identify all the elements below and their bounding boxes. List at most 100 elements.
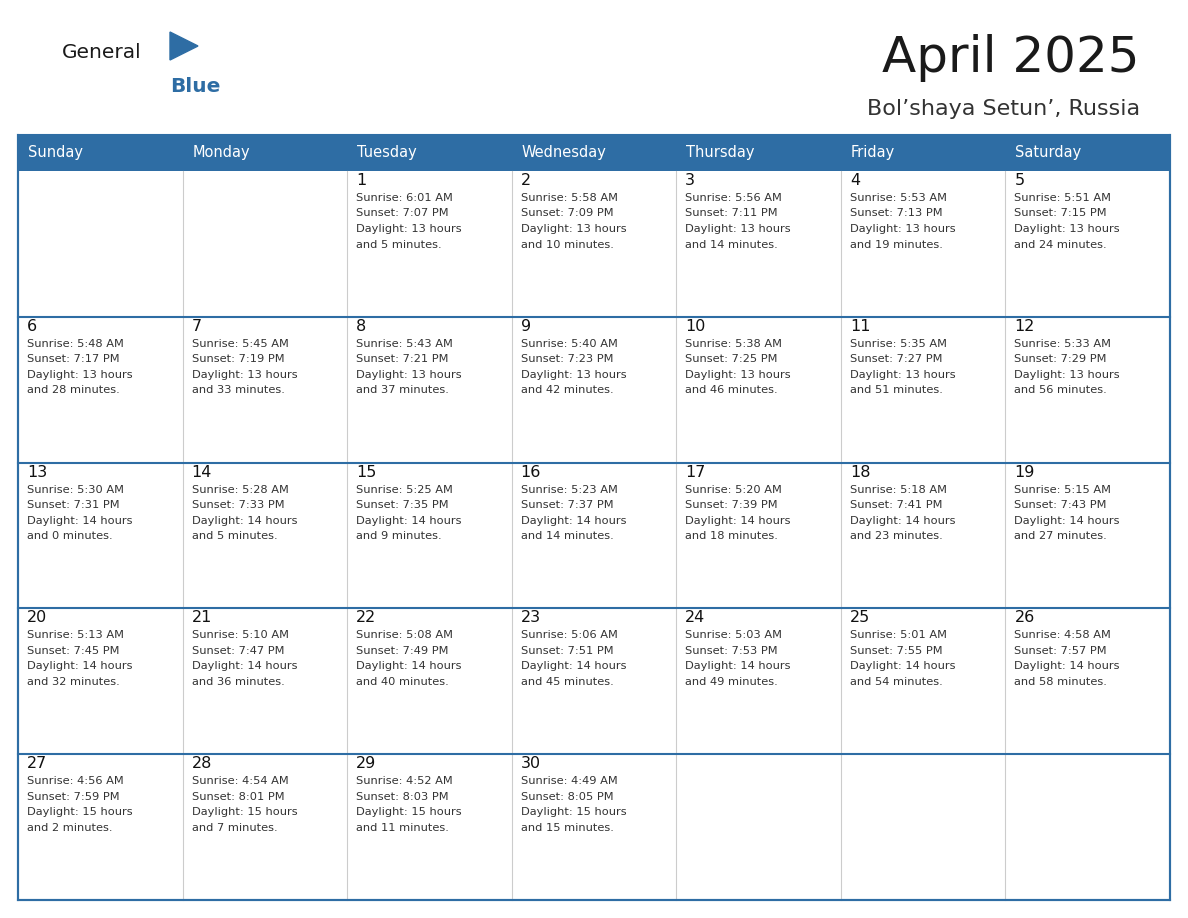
Text: Daylight: 14 hours: Daylight: 14 hours [191,516,297,526]
Text: Sunrise: 5:03 AM: Sunrise: 5:03 AM [685,631,782,641]
Bar [676,755,841,900]
Bar [347,463,512,609]
Text: Sunset: 7:55 PM: Sunset: 7:55 PM [849,646,942,655]
Bar [841,463,1005,609]
Text: Sunset: 7:31 PM: Sunset: 7:31 PM [27,500,120,510]
Text: Daylight: 13 hours: Daylight: 13 hours [1015,224,1120,234]
Text: Blue: Blue [170,77,221,96]
Text: and 2 minutes.: and 2 minutes. [27,823,113,833]
Text: 2: 2 [520,173,531,188]
Text: Sunrise: 4:58 AM: Sunrise: 4:58 AM [1015,631,1111,641]
Text: Daylight: 14 hours: Daylight: 14 hours [356,661,462,671]
Text: Sunrise: 5:10 AM: Sunrise: 5:10 AM [191,631,289,641]
Text: Sunset: 8:03 PM: Sunset: 8:03 PM [356,791,449,801]
Text: Sunset: 7:19 PM: Sunset: 7:19 PM [191,354,284,364]
Text: Daylight: 13 hours: Daylight: 13 hours [1015,370,1120,380]
Text: Sunset: 8:05 PM: Sunset: 8:05 PM [520,791,613,801]
Text: 4: 4 [849,173,860,188]
Text: Sunrise: 5:35 AM: Sunrise: 5:35 AM [849,339,947,349]
Text: Sunset: 7:59 PM: Sunset: 7:59 PM [27,791,120,801]
Bar [183,317,347,463]
Bar [512,609,676,755]
Text: and 45 minutes.: and 45 minutes. [520,677,613,687]
Text: 13: 13 [27,465,48,479]
Text: Friday: Friday [851,145,895,161]
Bar [1005,135,1170,171]
Text: Sunrise: 4:56 AM: Sunrise: 4:56 AM [27,777,124,786]
Text: 6: 6 [27,319,37,334]
Text: Daylight: 13 hours: Daylight: 13 hours [191,370,297,380]
Text: Daylight: 13 hours: Daylight: 13 hours [685,224,791,234]
Text: 9: 9 [520,319,531,334]
Text: and 58 minutes.: and 58 minutes. [1015,677,1107,687]
Text: Sunset: 8:01 PM: Sunset: 8:01 PM [191,791,284,801]
Text: and 10 minutes.: and 10 minutes. [520,240,613,250]
Text: Sunset: 7:23 PM: Sunset: 7:23 PM [520,354,613,364]
Text: Sunset: 7:39 PM: Sunset: 7:39 PM [685,500,778,510]
Text: Sunrise: 5:23 AM: Sunrise: 5:23 AM [520,485,618,495]
Bar [1005,463,1170,609]
Text: and 14 minutes.: and 14 minutes. [685,240,778,250]
Text: 7: 7 [191,319,202,334]
Text: Sunrise: 5:20 AM: Sunrise: 5:20 AM [685,485,782,495]
Text: and 24 minutes.: and 24 minutes. [1015,240,1107,250]
Bar [841,755,1005,900]
Bar [676,171,841,317]
Bar [347,609,512,755]
Text: and 27 minutes.: and 27 minutes. [1015,532,1107,541]
Text: Sunset: 7:09 PM: Sunset: 7:09 PM [520,208,613,218]
Text: 15: 15 [356,465,377,479]
Text: and 51 minutes.: and 51 minutes. [849,386,943,396]
Bar [183,609,347,755]
Text: Sunrise: 5:48 AM: Sunrise: 5:48 AM [27,339,124,349]
Text: 18: 18 [849,465,871,479]
Text: Sunset: 7:35 PM: Sunset: 7:35 PM [356,500,449,510]
Text: 14: 14 [191,465,211,479]
Polygon shape [170,32,198,60]
Text: Sunset: 7:13 PM: Sunset: 7:13 PM [849,208,942,218]
Text: 3: 3 [685,173,695,188]
Text: 26: 26 [1015,610,1035,625]
Text: 8: 8 [356,319,366,334]
Text: Sunset: 7:41 PM: Sunset: 7:41 PM [849,500,942,510]
Text: Daylight: 14 hours: Daylight: 14 hours [520,516,626,526]
Text: 1: 1 [356,173,366,188]
Text: and 7 minutes.: and 7 minutes. [191,823,277,833]
Text: Daylight: 13 hours: Daylight: 13 hours [356,370,462,380]
Text: Sunset: 7:25 PM: Sunset: 7:25 PM [685,354,778,364]
Text: 10: 10 [685,319,706,334]
Bar [347,317,512,463]
Text: 28: 28 [191,756,211,771]
Text: Sunset: 7:45 PM: Sunset: 7:45 PM [27,646,120,655]
Text: Sunset: 7:47 PM: Sunset: 7:47 PM [191,646,284,655]
Text: and 32 minutes.: and 32 minutes. [27,677,120,687]
Text: and 14 minutes.: and 14 minutes. [520,532,613,541]
Text: Daylight: 14 hours: Daylight: 14 hours [685,516,791,526]
Text: Sunrise: 5:01 AM: Sunrise: 5:01 AM [849,631,947,641]
Text: Daylight: 13 hours: Daylight: 13 hours [27,370,133,380]
Bar [512,317,676,463]
Text: Sunrise: 5:30 AM: Sunrise: 5:30 AM [27,485,124,495]
Bar [347,171,512,317]
Text: and 5 minutes.: and 5 minutes. [356,240,442,250]
Text: Daylight: 13 hours: Daylight: 13 hours [356,224,462,234]
Text: Sunset: 7:15 PM: Sunset: 7:15 PM [1015,208,1107,218]
Text: Sunset: 7:43 PM: Sunset: 7:43 PM [1015,500,1107,510]
Text: Saturday: Saturday [1016,145,1082,161]
Bar [18,171,183,317]
Text: Daylight: 13 hours: Daylight: 13 hours [849,224,955,234]
Bar [183,135,347,171]
Text: and 37 minutes.: and 37 minutes. [356,386,449,396]
Text: Daylight: 14 hours: Daylight: 14 hours [356,516,462,526]
Text: Sunset: 7:17 PM: Sunset: 7:17 PM [27,354,120,364]
Bar [1005,609,1170,755]
Bar [347,135,512,171]
Text: Sunrise: 5:28 AM: Sunrise: 5:28 AM [191,485,289,495]
Text: Sunset: 7:29 PM: Sunset: 7:29 PM [1015,354,1107,364]
Text: and 56 minutes.: and 56 minutes. [1015,386,1107,396]
Text: 20: 20 [27,610,48,625]
Text: and 0 minutes.: and 0 minutes. [27,532,113,541]
Text: Sunrise: 5:43 AM: Sunrise: 5:43 AM [356,339,453,349]
Text: Sunrise: 5:13 AM: Sunrise: 5:13 AM [27,631,124,641]
Text: 11: 11 [849,319,871,334]
